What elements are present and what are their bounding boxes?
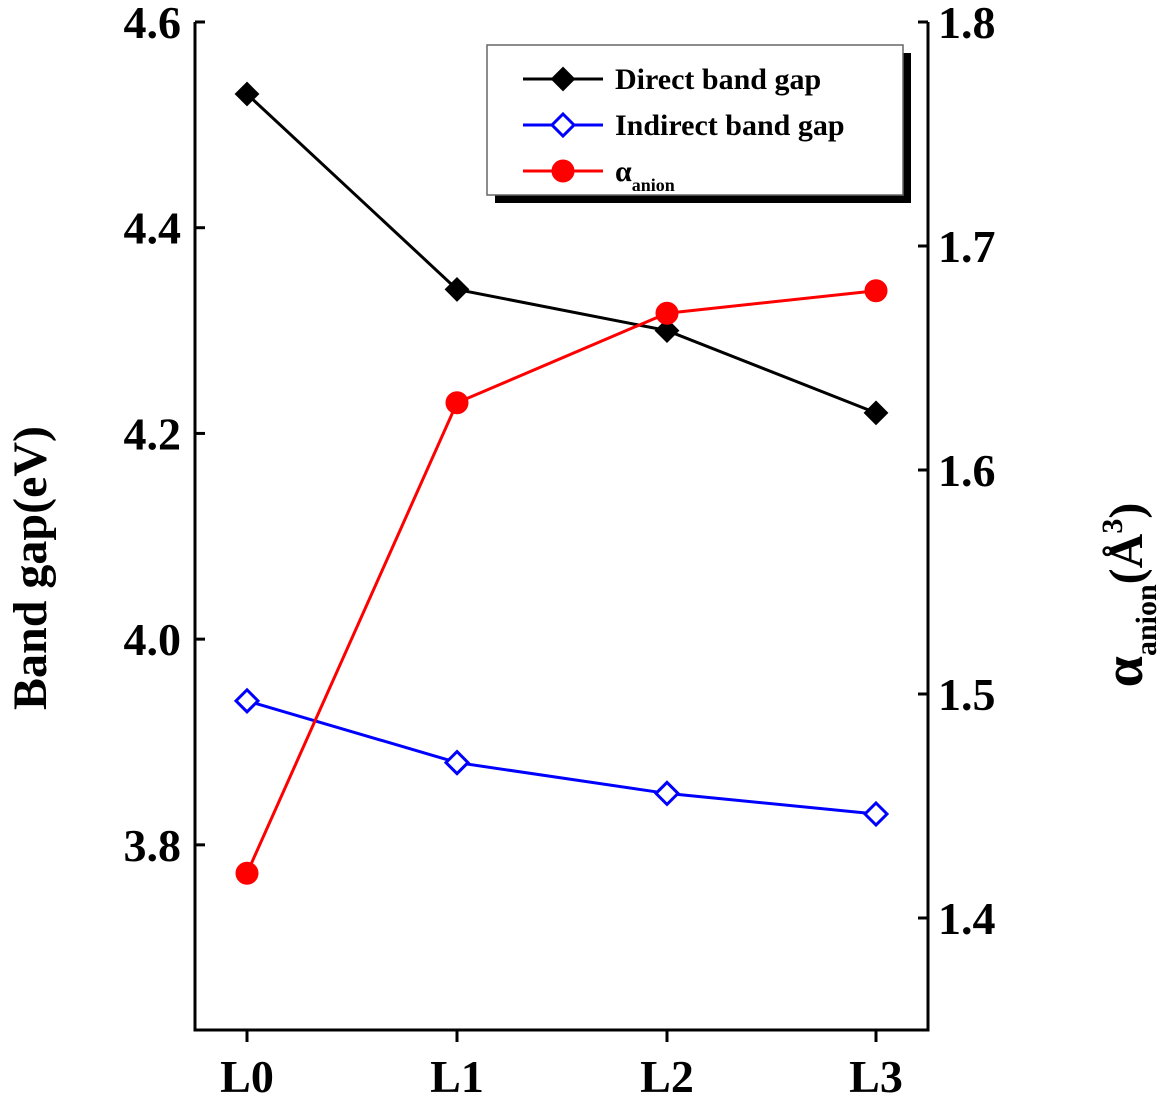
left-tick-label: 4.6 [124,0,182,48]
legend-marker [551,159,575,183]
data-point [233,687,261,714]
series-2 [235,279,888,885]
series-0 [234,81,889,426]
left-tick-label: 4.0 [124,614,182,665]
data-point [235,861,259,885]
legend-label: Direct band gap [615,63,821,96]
series-line [245,289,877,874]
data-point [655,301,679,325]
legend-label: Indirect band gap [615,109,845,142]
left-tick-label: 3.8 [124,820,182,871]
x-tick-label: L2 [640,1051,694,1099]
series-line [246,699,877,816]
x-tick-label: L1 [430,1051,484,1099]
legend-label-sub: anion [632,175,675,195]
legend-label: αanion [615,155,675,195]
data-point [654,318,680,343]
left-tick-label: 4.2 [124,408,182,459]
right-axis-title-sup: 3 [1096,519,1129,534]
data-point [444,277,470,302]
legend-marker [549,111,577,139]
right-tick-label: 1.6 [938,445,996,496]
series-line [245,92,877,415]
series-1 [233,687,890,828]
legend-label-main: α [615,155,632,188]
right-axis-title-open: ( [1100,568,1153,584]
data-point [862,800,890,828]
right-tick-label: 1.5 [938,669,996,720]
legend-label-main: Indirect band gap [615,109,845,142]
data-point [445,391,469,415]
right-axis-title-close: ) [1100,503,1153,519]
right-axis-title-unit: Å [1100,533,1153,568]
data-point [863,400,889,426]
left-tick-label: 4.4 [124,203,182,254]
right-axis-title-symbol: α [1093,656,1155,687]
legend-label-main: Direct band gap [615,63,821,96]
x-tick-label: L3 [849,1051,903,1099]
data-point [653,780,681,807]
data-point [234,81,260,107]
right-tick-label: 1.4 [938,893,996,944]
legend: Direct band gap Indirect band gap αanion [486,44,911,203]
data-point [443,749,471,776]
right-tick-label: 1.7 [938,221,996,272]
right-axis-title: αanion(Å3) [1093,503,1163,688]
left-axis-title: Band gap(eV) [4,426,57,710]
right-axis-title-sub: anion [1130,584,1163,656]
x-tick-label: L0 [220,1051,274,1099]
legend-marker [550,66,576,92]
data-point [864,279,888,303]
right-tick-label: 1.8 [938,0,996,48]
series-group [233,81,890,885]
axes: 3.8 4.0 4.2 4.4 4.6 1.4 1.5 1.6 1.7 1.8 L0 L1 L2 L3 Ba… [4,0,1163,1102]
